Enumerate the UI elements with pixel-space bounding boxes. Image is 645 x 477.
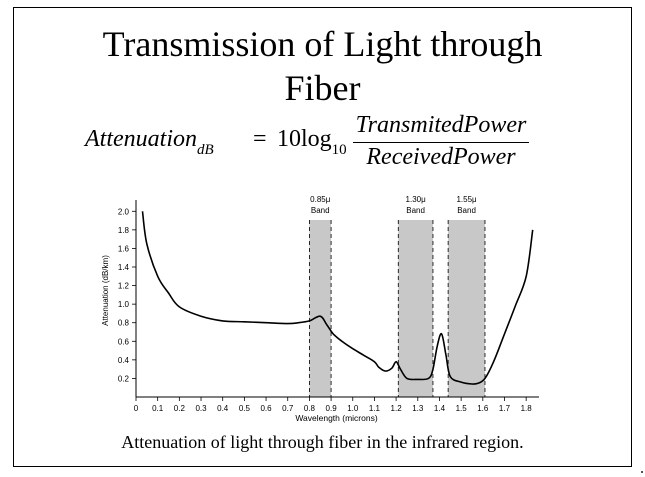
x-tick-label: 1.7 bbox=[499, 404, 511, 413]
bands-layer: 0.85μ Band 1.30μ Band 1.55μ Band bbox=[309, 195, 486, 397]
formula-log-base: 10 bbox=[331, 142, 347, 158]
band-region-2 bbox=[448, 220, 485, 397]
x-tick-label: 1.2 bbox=[391, 404, 403, 413]
band-label-bottom-2: Band bbox=[457, 206, 476, 215]
x-tick-label: 1.4 bbox=[434, 404, 446, 413]
attenuation-formula: AttenuationdB = 10log10 TransmitedPower … bbox=[85, 112, 545, 178]
axes-layer bbox=[135, 200, 539, 398]
x-tick-label: 0 bbox=[134, 404, 139, 413]
formula-numerator: TransmitedPower bbox=[355, 112, 527, 138]
x-tick-label: 0.3 bbox=[195, 404, 207, 413]
y-tick-label: 0.6 bbox=[118, 337, 130, 346]
x-tick-label: 1.3 bbox=[412, 404, 424, 413]
band-label-top-2: 1.55μ bbox=[456, 195, 477, 204]
y-tick-label: 1.6 bbox=[118, 244, 130, 253]
y-tick-label: 0.4 bbox=[118, 356, 130, 365]
band-label-bottom-0: Band bbox=[311, 206, 330, 215]
x-tick-label: 0.4 bbox=[217, 404, 229, 413]
title-line-1: Transmission of Light through bbox=[102, 24, 543, 64]
formula-log: log bbox=[301, 126, 332, 152]
formula-coefficient: 10 bbox=[277, 126, 301, 152]
x-tick-label: 1.5 bbox=[456, 404, 468, 413]
formula-equals: = bbox=[253, 126, 267, 152]
corner-mark bbox=[641, 471, 643, 473]
band-region-1 bbox=[398, 220, 433, 397]
formula-denominator: ReceivedPower bbox=[366, 144, 516, 170]
x-tick-label: 0.9 bbox=[326, 404, 338, 413]
x-tick-label: 0.6 bbox=[260, 404, 272, 413]
x-tick-label: 0.7 bbox=[282, 404, 294, 413]
y-tick-label: 1.2 bbox=[118, 282, 130, 291]
slide-title: Transmission of Light through Fiber bbox=[14, 22, 631, 110]
formula-log-term: 10log10 bbox=[277, 126, 347, 158]
formula-fraction-bar bbox=[353, 142, 529, 143]
band-label-top-0: 0.85μ bbox=[310, 195, 331, 204]
x-axis-label: Wavelength (microns) bbox=[295, 413, 378, 423]
formula-lhs-text: Attenuation bbox=[85, 126, 197, 152]
formula-lhs: AttenuationdB bbox=[85, 126, 214, 158]
x-tick-label: 1.6 bbox=[477, 404, 489, 413]
x-tick-label: 1.0 bbox=[347, 404, 359, 413]
slide-caption: Attenuation of light through fiber in th… bbox=[121, 432, 524, 452]
y-tick-label: 1.8 bbox=[118, 226, 130, 235]
x-tick-label: 0.1 bbox=[152, 404, 164, 413]
band-label-bottom-1: Band bbox=[406, 206, 425, 215]
y-tick-label: 2.0 bbox=[118, 207, 130, 216]
y-tick-label: 0.8 bbox=[118, 319, 130, 328]
y-axis-label: Attenuation (dB/km) bbox=[101, 255, 110, 326]
y-tick-label: 1.4 bbox=[118, 263, 130, 272]
attenuation-curve bbox=[141, 211, 534, 385]
x-tick-label: 0.5 bbox=[239, 404, 251, 413]
x-tick-label: 0.8 bbox=[304, 404, 316, 413]
x-tick-label: 1.1 bbox=[369, 404, 381, 413]
band-label-top-1: 1.30μ bbox=[406, 195, 427, 204]
formula-lhs-subscript: dB bbox=[196, 142, 214, 158]
band-region-0 bbox=[309, 220, 332, 397]
y-tick-label: 0.2 bbox=[118, 374, 130, 383]
ticks-layer: 0 0.1 0.2 0.3 0.4 0.5 0.6 0.7 0.8 0.9 1.0 1.1 1.2 1.3… bbox=[118, 207, 532, 413]
x-tick-label: 1.8 bbox=[521, 404, 533, 413]
title-line-2: Fiber bbox=[284, 68, 361, 108]
y-tick-label: 1.0 bbox=[118, 300, 130, 309]
x-tick-label: 0.2 bbox=[174, 404, 186, 413]
